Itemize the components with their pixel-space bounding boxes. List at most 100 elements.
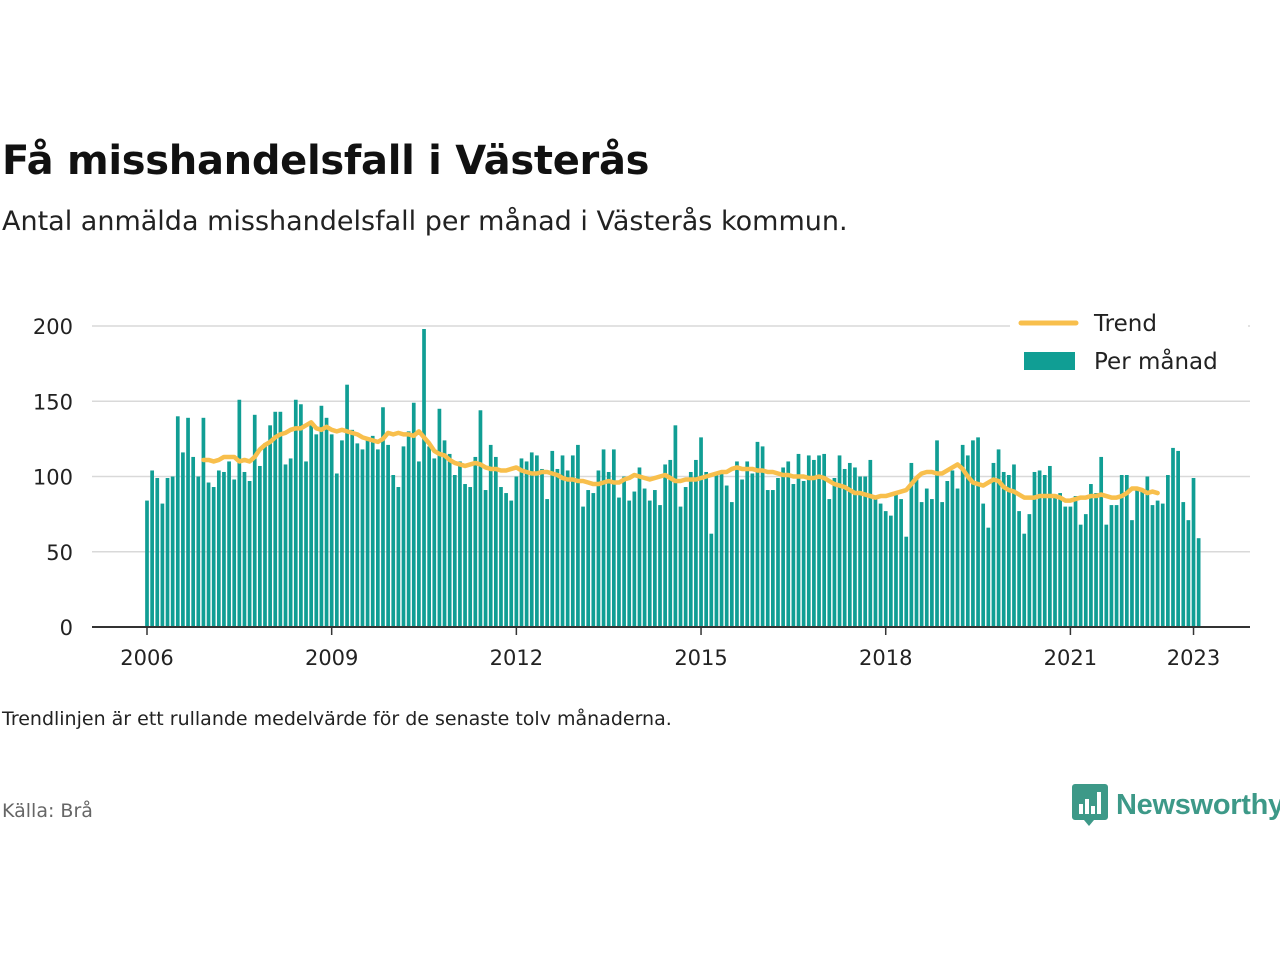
bar [750,473,755,627]
bar [812,459,816,627]
bar [345,384,349,627]
bar [406,431,411,627]
bar [1155,500,1160,627]
bar [401,446,406,627]
bar [606,471,611,627]
bar [268,425,272,627]
bar [381,407,385,627]
bar [329,434,334,627]
bar [365,438,370,628]
bar [740,479,744,627]
bar [755,441,760,627]
bar [1048,465,1052,627]
bar [237,399,242,627]
bar [411,402,416,627]
bar [258,465,262,627]
bar [150,470,154,627]
bar [576,444,580,627]
bar [1140,490,1145,627]
bar [847,462,852,627]
bar [940,502,944,627]
axes: 2006 2009 2012 2015 2018 2021 2023 [92,626,1250,670]
bar [786,461,791,627]
bar [175,416,180,627]
bar [1022,533,1027,627]
bar [196,476,201,627]
bar [781,467,785,627]
bar [1181,502,1186,627]
bar [211,487,216,627]
bar [314,434,319,627]
bar [478,410,483,627]
bar [422,329,426,627]
bar [519,458,524,627]
bar [155,478,160,627]
bar [935,440,939,627]
bar [483,490,488,627]
bar [1176,450,1180,627]
bar [776,478,780,627]
bar [601,449,606,627]
bar [627,500,632,627]
bar [1012,464,1016,627]
bar [1145,476,1150,627]
bar [945,481,950,627]
bar [817,455,821,627]
bar [442,440,447,627]
x-tick-label: 2018 [859,646,912,670]
bar [437,408,442,627]
bar [642,488,647,627]
legend: Trend Per månad [1010,311,1248,392]
bar [1063,506,1068,627]
bar [581,506,585,627]
footnote: Trendlinjen är ett rullande medelvärde f… [2,708,672,730]
bar [1027,514,1032,628]
bar [1166,475,1170,627]
source-label: Källa: Brå [2,800,93,822]
x-tick-label: 2021 [1044,646,1097,670]
bar [509,500,514,627]
bar [1186,520,1191,627]
y-tick-label: 100 [33,466,73,490]
bar [535,455,539,627]
bar [632,491,637,627]
bar-chart-speech-bubble-icon [1072,784,1108,826]
bar [1109,505,1114,627]
bar [227,461,231,627]
brand-logo: Newsworthy [1072,784,1280,826]
bar [873,496,878,627]
y-tick-label: 50 [46,541,73,565]
bar [745,461,750,627]
bar [950,470,955,627]
bar [360,449,365,627]
bar [1094,493,1098,627]
bar [165,478,170,627]
bar [1124,475,1129,627]
bar [1160,503,1165,627]
bar [247,481,252,627]
chart-subtitle: Antal anmälda misshandelsfall per månad … [2,206,848,237]
bar [1083,514,1088,628]
bar [540,468,544,627]
bar [724,485,729,627]
bar [924,488,929,627]
bar [986,527,991,627]
bar [499,487,503,627]
bar [1104,524,1109,627]
bar [334,473,339,627]
bar [319,405,324,627]
bar [1017,511,1021,627]
bar [488,444,493,627]
bar [699,437,703,627]
bar [878,503,883,627]
x-tick-label: 2015 [674,646,727,670]
bar [529,452,534,627]
bar [560,455,565,627]
bar [232,479,237,627]
bar [1135,490,1139,627]
bar [1191,478,1196,627]
bar [355,443,360,627]
bar [252,414,257,627]
bar [1068,506,1073,627]
x-tick-label: 2006 [120,646,173,670]
